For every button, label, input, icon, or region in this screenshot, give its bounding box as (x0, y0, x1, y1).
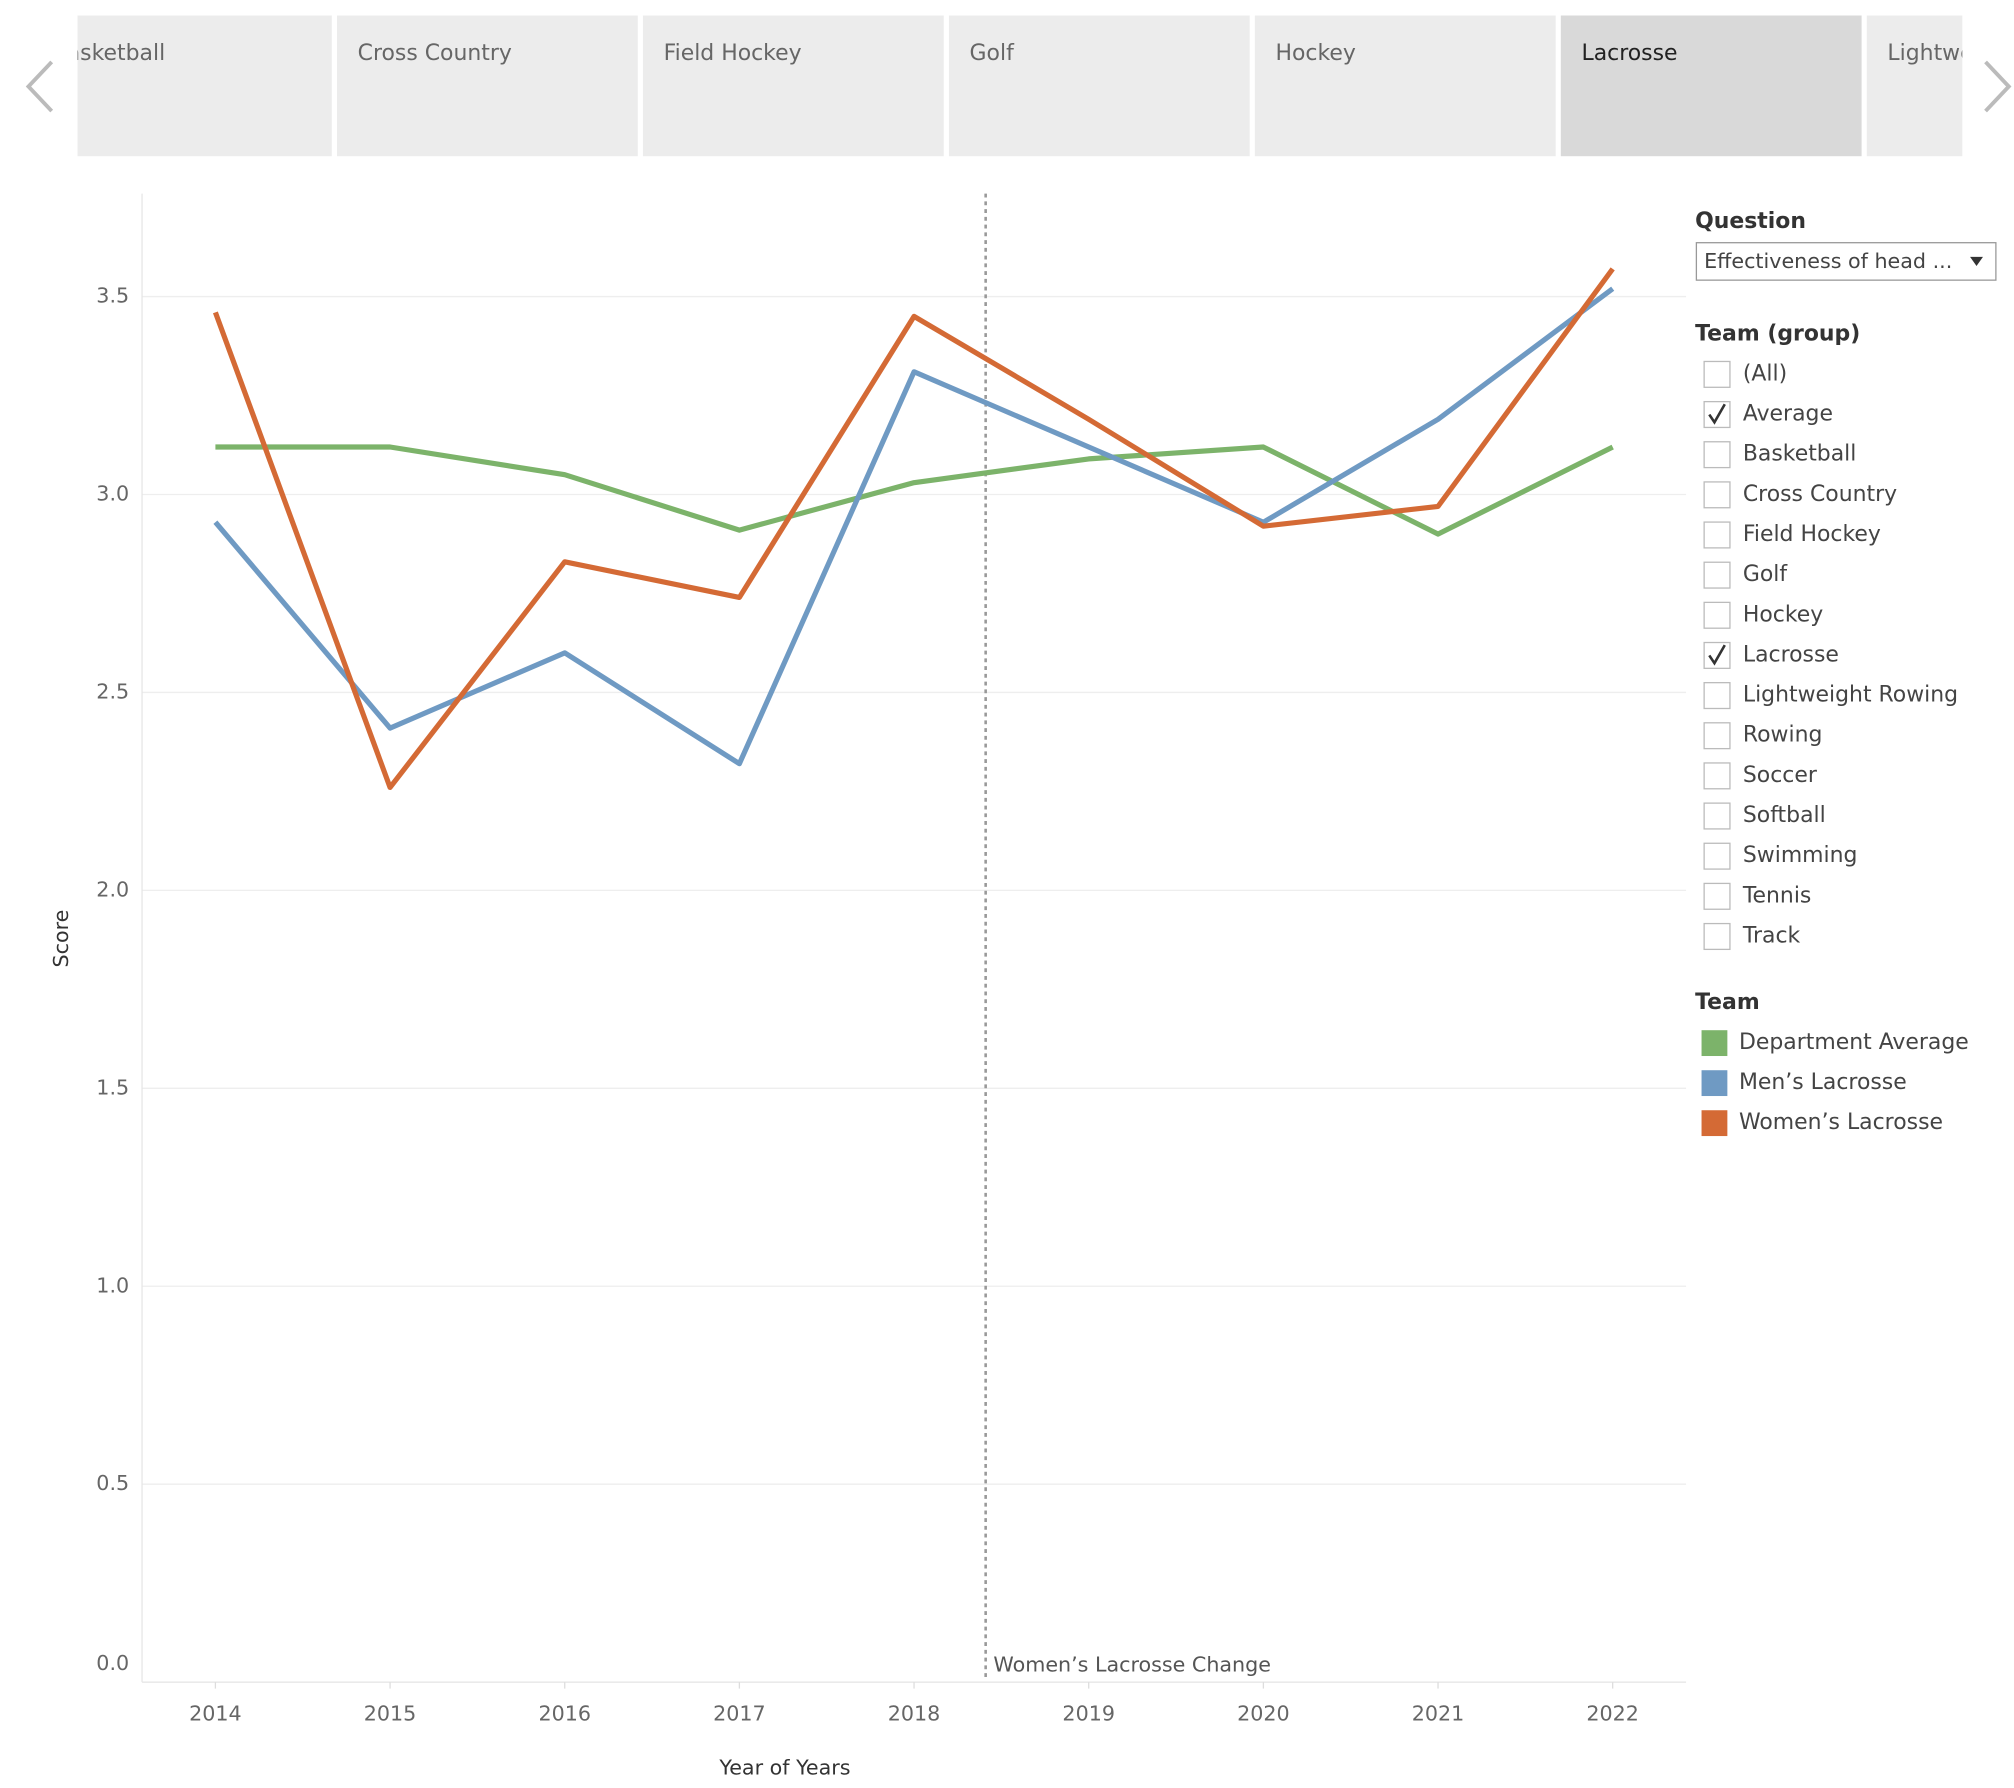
filter-title: Team (group) (1695, 321, 1860, 346)
x-tick-label: 2014 (189, 1701, 242, 1725)
y-tick-label: 2.0 (96, 877, 129, 901)
tab[interactable] (336, 15, 638, 157)
x-tick-label: 2021 (1412, 1701, 1465, 1725)
tab[interactable] (1254, 15, 1556, 157)
checkbox-label: Soccer (1743, 763, 1818, 788)
checkbox-label: Cross Country (1743, 482, 1897, 507)
x-tick-label: 2020 (1237, 1701, 1290, 1725)
checkbox[interactable] (1703, 802, 1731, 830)
checkbox[interactable] (1703, 641, 1731, 669)
y-tick-label: 2.5 (96, 679, 129, 703)
checkbox-label: (All) (1743, 361, 1787, 386)
checkbox[interactable] (1703, 521, 1731, 549)
x-tick-label: 2015 (364, 1701, 417, 1725)
next-arrow[interactable] (1984, 60, 2012, 113)
checkbox-label: Rowing (1743, 723, 1823, 748)
x-tick-label: 2016 (538, 1701, 591, 1725)
x-tick-label: 2017 (713, 1701, 766, 1725)
checkbox[interactable] (1703, 722, 1731, 750)
checkbox-label: Lacrosse (1743, 642, 1839, 667)
checkmark (1708, 403, 1726, 425)
tab[interactable] (948, 15, 1250, 157)
chart: 0.0 0.5 1.0 1.5 2.0 2.5 3.0 3.5 2014 2015 2016 2017… (49, 193, 1687, 1780)
tab[interactable] (1866, 15, 2014, 157)
checkbox-label: Basketball (1743, 442, 1857, 467)
checkbox[interactable] (1703, 400, 1731, 429)
y-tick-label: 1.0 (96, 1273, 129, 1297)
checkbox[interactable] (1703, 842, 1731, 870)
prev-arrow[interactable] (25, 60, 54, 113)
checkbox-label: Tennis (1742, 883, 1812, 908)
legend-swatch (1701, 1070, 1728, 1097)
x-tick-label: 2018 (888, 1701, 941, 1725)
checkbox[interactable] (1703, 481, 1731, 509)
tab[interactable] (642, 15, 944, 157)
checkbox[interactable] (1703, 561, 1731, 589)
checkbox[interactable] (1703, 682, 1731, 710)
x-tick-label: 2019 (1062, 1701, 1115, 1725)
y-tick-label: 3.5 (96, 284, 129, 308)
checkbox[interactable] (1703, 441, 1731, 469)
x-tick-label: 2022 (1586, 1701, 1639, 1725)
legend-label: Department Average (1739, 1030, 1969, 1055)
tab-label: Golf (970, 41, 1016, 66)
y-tick-label: 1.5 (96, 1075, 129, 1099)
checkbox[interactable] (1703, 360, 1731, 388)
filter-title: Question (1695, 209, 1806, 234)
legend-label: Men’s Lacrosse (1739, 1070, 1907, 1095)
checkbox-label: Hockey (1743, 602, 1823, 627)
y-tick-label: 0.0 (96, 1651, 129, 1675)
x-axis-title: Year of Years (718, 1756, 850, 1780)
checkmark (1708, 644, 1726, 666)
filter-panel: Question Effectiveness of head ... Team … (1695, 209, 1997, 1137)
tab-label: Field Hockey (664, 41, 802, 66)
tab-label: Lacrosse (1581, 41, 1677, 66)
reference-label: Women’s Lacrosse Change (993, 1652, 1271, 1676)
dropdown[interactable] (1695, 242, 1997, 281)
checkbox-label: Softball (1743, 803, 1826, 828)
legend-label: Women’s Lacrosse (1739, 1110, 1943, 1135)
checkbox-label: Track (1742, 923, 1801, 948)
checkbox-label: Golf (1743, 562, 1789, 587)
y-tick-label: 0.5 (96, 1471, 129, 1495)
legend-swatch (1701, 1110, 1728, 1137)
checkbox[interactable] (1703, 601, 1731, 629)
dropdown-arrow (1970, 256, 1983, 266)
tab-label: Lightweight Rowing (1887, 41, 2014, 66)
checkbox-label: Average (1743, 402, 1833, 427)
tab[interactable] (31, 15, 332, 157)
checkbox[interactable] (1703, 762, 1731, 790)
tab[interactable] (1560, 15, 1862, 157)
series-line (213, 286, 1615, 767)
checkbox[interactable] (1703, 882, 1731, 910)
tab-strip: Basketball Cross Country Field Hockey Golf H… (31, 15, 2014, 157)
dropdown-value: Effectiveness of head ... (1704, 249, 1952, 273)
checkbox[interactable] (1703, 922, 1731, 951)
y-axis-title: Score (49, 910, 73, 968)
tab-label: Cross Country (358, 41, 512, 66)
series-line (215, 444, 1614, 537)
checkbox-label: Lightweight Rowing (1743, 683, 1958, 708)
y-tick-label: 3.0 (96, 482, 129, 506)
tab-label: Hockey (1276, 41, 1356, 66)
legend-swatch (1701, 1030, 1728, 1057)
legend-title: Team (1695, 990, 1760, 1015)
series-line (212, 267, 1615, 791)
checkbox-label: Swimming (1743, 843, 1858, 868)
checkbox-label: Field Hockey (1743, 522, 1881, 547)
tab-label: Basketball (52, 41, 166, 66)
